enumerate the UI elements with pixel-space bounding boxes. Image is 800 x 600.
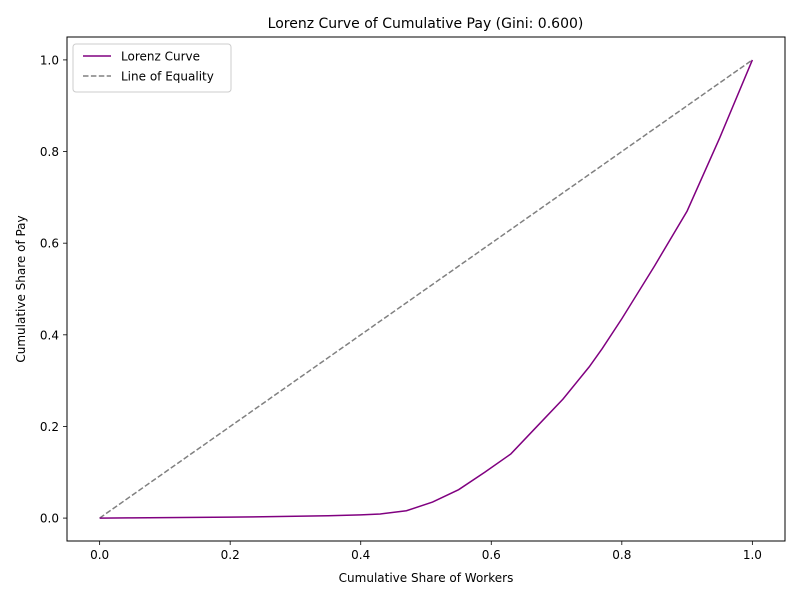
legend: Lorenz Curve Line of Equality: [72, 43, 232, 93]
x-tick-label: 0.8: [612, 548, 631, 562]
chart-title: Lorenz Curve of Cumulative Pay (Gini: 0.…: [268, 16, 584, 32]
y-tick-label: 0.2: [40, 420, 59, 434]
x-tick-label: 1.0: [743, 548, 762, 562]
x-tick-label: 0.4: [351, 548, 370, 562]
y-axis: 0.0 0.2 0.4 0.6 0.8 1.0: [40, 53, 67, 526]
x-tick-label: 0.2: [221, 548, 240, 562]
axes-frame: [66, 36, 786, 542]
x-tick-label: 0.0: [90, 548, 109, 562]
y-axis-label: Cumulative Share of Pay: [14, 215, 28, 362]
series-line-1: [99, 59, 753, 519]
x-axis-label: Cumulative Share of Workers: [339, 571, 514, 585]
y-tick-label: 1.0: [40, 53, 59, 67]
series-line-0: [99, 59, 754, 519]
plot-area: [99, 59, 754, 519]
legend-label-1: Line of Equality: [121, 70, 214, 84]
y-tick-label: 0.6: [40, 237, 59, 251]
legend-box: [72, 43, 232, 93]
x-axis: 0.0 0.2 0.4 0.6 0.8 1.0: [90, 541, 762, 562]
y-tick-label: 0.0: [40, 512, 59, 526]
x-tick-label: 0.6: [482, 548, 501, 562]
y-tick-label: 0.8: [40, 145, 59, 159]
y-tick-label: 0.4: [40, 328, 59, 342]
legend-label-0: Lorenz Curve: [121, 50, 200, 64]
